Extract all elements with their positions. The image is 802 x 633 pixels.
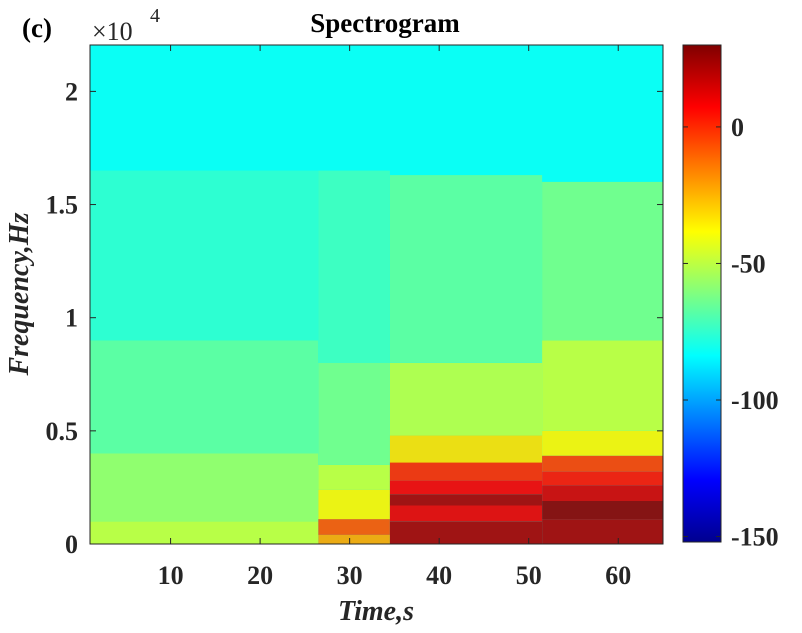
y-tick-label: 1 [65,304,78,333]
spectrogram-band-s2-b5 [389,435,543,463]
spectrogram-band-s1-b1 [318,519,390,535]
spectrogram-band-s2-b3 [389,480,543,495]
spectrogram-band-s3-b5 [542,430,663,456]
colorbar-frame [682,44,722,543]
spectrogram-band-s3-b3 [542,471,663,486]
spectrogram-band-s2-b6 [389,363,543,436]
x-tick-label: 50 [516,561,542,590]
y-axis: 0 0.5 1 1.5 2 [46,77,663,559]
spectrogram-band-s3-b7 [542,181,663,341]
colorbar-tick-label: 0 [731,113,744,142]
spectrogram-band-s3-b6 [542,340,663,431]
x-tick-label: 40 [426,561,452,590]
colorbar-gradient [683,45,721,542]
x-axis-label: Time,s [338,596,414,627]
colorbar-tick-label: -100 [731,386,779,415]
spectrogram-band-s2-b0 [389,521,543,544]
x-tick-label: 30 [337,561,363,590]
spectrogram-bands [90,170,663,544]
multiplier-base: ×10 [92,17,133,46]
y-tick-label: 0.5 [46,417,79,446]
spectrogram-band-s3-b2 [542,485,663,501]
chart-title: Spectrogram [310,8,460,38]
spectrogram-band-s0-b1 [90,453,319,522]
spectrogram-band-s1-b3 [318,464,390,490]
x-tick-label: 20 [247,561,273,590]
colorbar: 0 -50 -100 -150 [682,44,779,552]
spectrogram-band-s2-b1 [389,505,543,522]
colorbar-tick-label: -50 [731,249,766,278]
spectrogram-band-s2-b7 [389,175,543,363]
colorbar-tick-label: -150 [731,523,779,552]
spectrogram-band-s2-b2 [389,494,543,506]
x-tick-label: 10 [158,561,184,590]
spectrogram-band-s1-b5 [318,170,390,363]
y-tick-label: 0 [65,530,78,559]
x-tick-label: 60 [605,561,631,590]
spectrogram-band-s3-b1 [542,501,663,520]
spectrogram-plot-area [89,44,664,545]
colorbar-ticks: 0 -50 -100 -150 [683,113,779,552]
panel-label: (c) [22,13,52,43]
spectrogram-band-s1-b2 [318,489,390,520]
spectrogram-band-s2-b4 [389,462,543,481]
y-tick-label: 1.5 [46,191,79,220]
spectrogram-band-s1-b4 [318,363,390,465]
spectrogram-band-s0-b0 [90,521,319,544]
spectrogram-band-s0-b3 [90,170,319,341]
x-axis: 10 20 30 40 50 60 [158,45,631,590]
y-axis-label: Frequency,Hz [4,212,35,376]
spectrogram-band-s1-b0 [318,534,390,544]
multiplier-exponent: 4 [150,5,160,27]
y-tick-label: 2 [65,77,78,106]
spectrogram-band-s3-b4 [542,455,663,472]
spectrogram-band-s3-b0 [542,519,663,544]
spectrogram-band-s0-b2 [90,340,319,454]
plot-frame [89,44,664,545]
y-axis-multiplier: ×10 4 [92,5,160,46]
